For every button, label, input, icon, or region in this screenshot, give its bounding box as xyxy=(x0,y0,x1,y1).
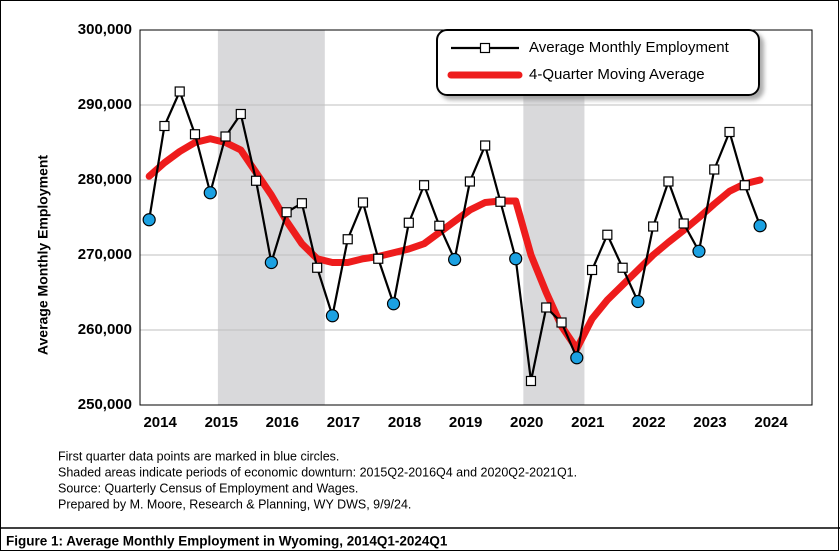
y-tick-label: 290,000 xyxy=(78,96,132,113)
caption: Figure 1: Average Monthly Employment in … xyxy=(6,534,448,549)
y-tick-label: 250,000 xyxy=(78,396,132,413)
marker xyxy=(602,229,613,240)
note: Source: Quarterly Census of Employment a… xyxy=(58,481,358,495)
marker xyxy=(434,220,445,231)
marker xyxy=(739,180,750,191)
marker xyxy=(281,207,292,218)
q1-marker xyxy=(631,294,645,309)
y-tick-label: 270,000 xyxy=(78,246,132,263)
notes: First quarter data points are marked in … xyxy=(58,449,577,511)
marker xyxy=(296,198,307,209)
marker xyxy=(541,302,552,313)
x-tick-label: 2020 xyxy=(510,414,543,431)
legend-box xyxy=(436,29,760,96)
note: Prepared by M. Moore, Research & Plannin… xyxy=(58,497,411,511)
marker xyxy=(342,234,353,245)
marker xyxy=(678,218,689,229)
x-tick-label: 2019 xyxy=(449,414,482,431)
marker xyxy=(724,126,735,138)
marker xyxy=(235,108,246,120)
q1-marker xyxy=(509,252,523,266)
marker xyxy=(373,253,384,264)
marker xyxy=(418,180,430,191)
marker xyxy=(495,196,506,207)
q1-marker xyxy=(325,309,340,323)
plot-area: 250,000 260,000 270,000 280,000 290,000 300,0… xyxy=(78,21,813,431)
marker xyxy=(480,140,491,151)
y-tick-label: 300,000 xyxy=(78,21,132,38)
marker xyxy=(556,317,567,328)
marker xyxy=(648,221,659,232)
marker xyxy=(464,176,475,187)
x-tick-label: 2021 xyxy=(571,414,604,431)
marker xyxy=(357,197,369,208)
y-tick-label: 260,000 xyxy=(78,321,132,338)
legend-label: Average Monthly Employment xyxy=(529,39,730,56)
x-tick-label: 2024 xyxy=(754,414,788,431)
note: Shaded areas indicate periods of economi… xyxy=(58,465,577,479)
x-tick-label: 2023 xyxy=(693,414,726,431)
x-tick-label: 2016 xyxy=(266,414,299,431)
moving-average-line xyxy=(145,135,764,353)
marker xyxy=(220,131,231,142)
marker xyxy=(525,375,537,387)
note: First quarter data points are marked in … xyxy=(58,449,339,463)
q1-marker xyxy=(448,252,462,267)
marker xyxy=(403,217,414,228)
x-tick-label: 2017 xyxy=(327,414,360,431)
legend-label: 4-Quarter Moving Average xyxy=(529,66,705,83)
marker xyxy=(174,86,185,97)
marker xyxy=(312,262,323,273)
marker xyxy=(250,175,262,186)
x-tick-label: 2018 xyxy=(388,414,421,431)
marker xyxy=(586,264,598,276)
downturn-shade xyxy=(217,30,325,405)
marker xyxy=(617,262,628,273)
q1-marker xyxy=(570,351,584,365)
marker xyxy=(159,120,170,132)
marker xyxy=(189,129,201,140)
q1-marker xyxy=(203,186,217,200)
x-tick-label: 2015 xyxy=(205,414,238,431)
marker xyxy=(709,164,720,175)
q1-marker xyxy=(692,244,706,258)
q1-marker xyxy=(142,213,156,227)
marker xyxy=(663,176,674,187)
x-tick-label: 2022 xyxy=(632,414,665,431)
q1-marker xyxy=(264,255,278,270)
legend-swatch-marker xyxy=(479,42,491,54)
y-tick-label: 280,000 xyxy=(78,171,132,188)
q1-marker xyxy=(753,219,767,233)
y-axis-label: Average Monthly Employment xyxy=(35,155,51,356)
q1-marker xyxy=(386,297,401,311)
x-tick-label: 2014 xyxy=(143,414,177,431)
